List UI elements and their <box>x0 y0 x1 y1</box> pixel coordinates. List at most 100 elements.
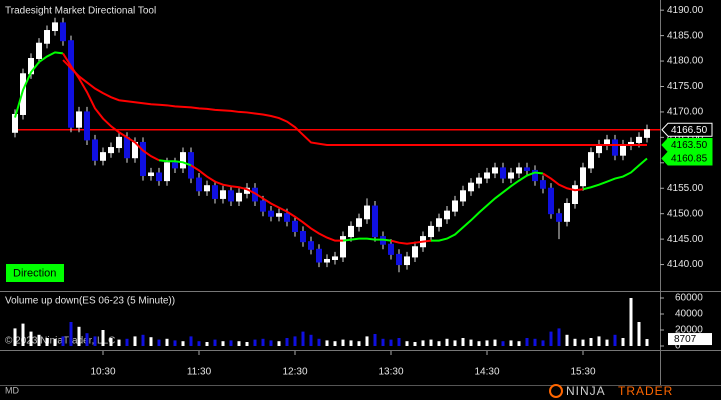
logo-part: NINJA <box>566 384 606 398</box>
y-tick-label: 4155.00 <box>667 183 704 194</box>
candle-body <box>164 162 170 182</box>
candle-body <box>212 185 218 199</box>
price-marker-label: 4163.50 <box>671 140 708 151</box>
volume-bar <box>629 298 633 346</box>
volume-bar <box>557 328 561 346</box>
candle-body <box>316 248 322 263</box>
volume-bar <box>597 336 601 346</box>
y-tick-label: 4180.00 <box>667 56 704 67</box>
volume-bar <box>405 341 409 346</box>
candle-body <box>84 111 90 141</box>
volume-bar <box>237 341 241 346</box>
volume-bar <box>229 340 233 346</box>
volume-bar <box>293 336 297 346</box>
volume-bar <box>469 339 473 346</box>
candle-body <box>276 213 282 217</box>
y-tick-label: 4145.00 <box>667 234 704 245</box>
volume-bar <box>173 340 177 346</box>
candle-body <box>268 210 274 217</box>
volume-marker-label: 8707 <box>674 334 697 345</box>
candle-body <box>52 22 58 32</box>
chart-title: Tradesight Market Directional Tool <box>5 6 156 17</box>
volume-bar <box>581 339 585 346</box>
candle-body <box>220 190 226 199</box>
candle-body <box>572 185 578 205</box>
logo-icon <box>549 384 563 398</box>
volume-bar <box>493 339 497 346</box>
candle-body <box>500 167 506 179</box>
volume-bar <box>429 339 433 346</box>
candle-body <box>236 192 242 202</box>
volume-marker <box>668 333 712 346</box>
volume-bar <box>165 338 169 346</box>
candle-body <box>196 177 202 192</box>
candle-body <box>452 200 458 212</box>
indicator-line <box>62 52 584 245</box>
volume-bar <box>141 334 145 346</box>
candle-body <box>508 172 514 179</box>
volume-bar <box>253 339 257 346</box>
candle-body <box>580 167 586 187</box>
candle-body <box>204 185 210 192</box>
candle-body <box>636 136 642 143</box>
volume-bar <box>437 341 441 346</box>
candle-body <box>300 230 306 243</box>
volume-bar <box>389 339 393 346</box>
volume-bar <box>397 338 401 346</box>
candle-body <box>556 213 562 222</box>
y-tick-label: 4170.00 <box>667 107 704 118</box>
volume-bar <box>117 339 121 346</box>
volume-bar <box>269 340 273 346</box>
volume-bar <box>277 341 281 346</box>
volume-bar <box>501 341 505 346</box>
candle-body <box>348 225 354 238</box>
candle-body <box>428 225 434 238</box>
y-tick-label: 60000 <box>675 293 703 304</box>
x-tick-label: 12:30 <box>282 367 307 378</box>
candle-body <box>596 144 602 154</box>
volume-bar <box>613 334 617 346</box>
candle-body <box>588 152 594 169</box>
volume-bar <box>93 336 97 346</box>
candle-body <box>228 190 234 202</box>
footer-label: MD <box>5 385 19 395</box>
candle-body <box>364 205 370 220</box>
candle-body <box>124 136 130 159</box>
candle-body <box>396 253 402 266</box>
candle-body <box>532 169 538 182</box>
volume-bar <box>109 338 113 346</box>
candle-body <box>356 218 362 227</box>
volume-title: Volume up down(ES 06-23 (5 Minute)) <box>5 296 175 307</box>
volume-bar <box>125 338 129 346</box>
candle-body <box>372 205 378 238</box>
volume-bar <box>509 340 513 346</box>
candle-body <box>20 73 26 115</box>
volume-bar <box>341 339 345 346</box>
volume-bar <box>517 341 521 346</box>
candle-body <box>44 30 50 44</box>
candle-body <box>548 187 554 215</box>
candle-body <box>156 172 162 182</box>
candle-body <box>308 241 314 250</box>
volume-bar <box>301 331 305 346</box>
indicator-line <box>62 59 647 146</box>
volume-bar <box>421 340 425 346</box>
volume-bar <box>485 340 489 346</box>
candle-body <box>492 167 498 174</box>
candle-body <box>116 136 122 149</box>
candle-body <box>484 172 490 179</box>
candle-body <box>524 167 530 171</box>
y-tick-label: 4190.00 <box>667 5 704 16</box>
candle-body <box>444 210 450 220</box>
volume-bar <box>53 338 57 346</box>
volume-bar <box>133 336 137 346</box>
candle-body <box>564 203 570 222</box>
volume-bar <box>605 339 609 346</box>
candle-body <box>388 243 394 255</box>
volume-bar <box>333 341 337 346</box>
volume-bar <box>525 338 529 346</box>
volume-bar <box>205 342 209 346</box>
volume-bar <box>13 328 17 346</box>
volume-bar <box>565 334 569 346</box>
